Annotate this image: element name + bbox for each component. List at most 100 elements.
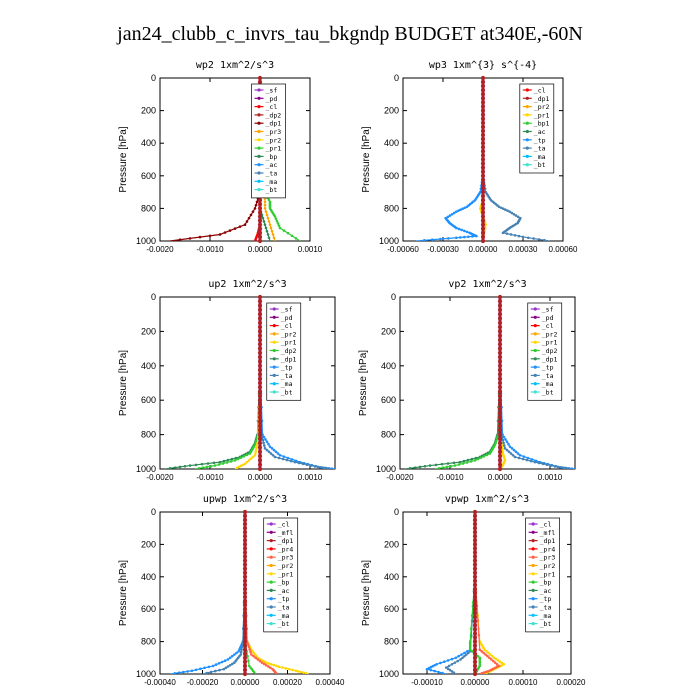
zero-profile-marker (480, 230, 486, 235)
zero-profile-marker (242, 599, 248, 604)
series-marker_pr1 (235, 466, 239, 469)
legend-marker (531, 588, 535, 593)
series-marker_tp (211, 664, 215, 668)
series-marker_pr1 (286, 231, 290, 235)
y-tick-label: 1000 (379, 669, 399, 679)
y-tick-label: 1000 (379, 236, 399, 246)
zero-profile-marker (497, 406, 503, 411)
zero-profile-marker (480, 79, 486, 85)
zero-profile-marker (257, 234, 263, 240)
series-marker_ta (239, 650, 243, 654)
series-marker_tp (437, 670, 440, 674)
legend-marker (257, 179, 261, 183)
series-marker_ta (444, 666, 448, 669)
zero-profile-marker (480, 116, 486, 121)
series-marker_ta (532, 237, 535, 240)
series-marker_ta (505, 232, 509, 235)
series-marker_dp1 (428, 464, 432, 467)
zero-profile-marker (480, 112, 486, 117)
zero-profile-marker (257, 325, 263, 330)
series-marker_pr1 (500, 663, 504, 667)
series-marker_ta (313, 465, 317, 468)
legend-box (525, 517, 560, 633)
legend-label: _tp (542, 364, 554, 372)
series-line_tp (170, 512, 246, 674)
series-marker_pr3 (497, 664, 501, 668)
series-marker_ta (510, 211, 514, 215)
series-marker_dp1 (245, 220, 249, 223)
series-marker_dp2 (494, 441, 498, 445)
y-tick-label: 600 (381, 395, 396, 405)
series-marker_bp (468, 648, 472, 651)
legend-marker (269, 563, 273, 568)
y-tick-label: 1000 (136, 669, 156, 679)
zero-profile-marker (480, 157, 486, 162)
zero-profile-marker (497, 376, 503, 381)
legend-marker (269, 539, 273, 543)
series-marker_dp1 (222, 459, 226, 463)
legend-marker (531, 530, 535, 534)
zero-profile-marker (257, 372, 263, 377)
zero-profile-marker (497, 350, 503, 355)
zero-profile-marker (472, 611, 478, 616)
series-marker_pr1 (492, 656, 496, 660)
series-marker_ta (281, 457, 285, 461)
series-marker_pr1 (275, 219, 279, 223)
x-tick-label: -0.00060 (387, 245, 419, 254)
series-marker_ta (461, 656, 464, 660)
series-marker_tp (465, 230, 469, 234)
zero-profile-marker (257, 206, 263, 211)
x-tick-label: 0.00020 (557, 678, 586, 687)
series-marker_pr3 (267, 220, 271, 223)
zero-profile-marker (497, 329, 503, 334)
series-marker_ta (521, 235, 525, 239)
series-marker_dp1 (178, 238, 182, 241)
zero-profile-marker (257, 368, 263, 373)
zero-profile-marker (242, 566, 248, 571)
legend-label: _dp1 (266, 120, 282, 128)
zero-profile-marker (242, 542, 248, 547)
legend-label: _tp (540, 595, 552, 603)
series-marker_tp (507, 442, 510, 446)
series-marker_tp (510, 447, 514, 450)
legend-label: _bt (281, 389, 293, 397)
series-marker_dp1 (218, 460, 222, 464)
series-marker_ta (507, 450, 511, 454)
series-marker_ta (514, 214, 518, 217)
series-marker_ta (447, 664, 451, 668)
series-marker_pr3 (263, 203, 267, 207)
series-marker_tp (461, 207, 465, 211)
zero-profile-marker (242, 513, 248, 519)
legend-label: _ta (540, 604, 552, 612)
series-marker_tp (459, 236, 462, 239)
series-marker_tp (207, 665, 211, 669)
series-marker_pr1 (500, 661, 504, 665)
series-marker_tp (427, 666, 431, 670)
series-marker_tp (194, 668, 198, 672)
zero-profile-marker (497, 337, 503, 343)
series-marker_dp1 (446, 462, 450, 465)
zero-profile-marker (257, 376, 263, 381)
zero-profile-marker (472, 526, 478, 531)
x-tick-label: 0.00040 (316, 678, 345, 687)
zero-profile-marker (242, 603, 248, 608)
zero-profile-marker (242, 546, 248, 551)
series-marker_ta (446, 667, 450, 671)
series-marker_pr1 (297, 670, 300, 673)
legend-marker (533, 307, 537, 311)
legend-label: _ta (278, 604, 290, 612)
series-marker_ta (263, 447, 267, 450)
zero-profile-marker (480, 214, 486, 219)
series-marker_dp2 (488, 452, 492, 455)
series-marker_pr3 (490, 668, 493, 672)
zero-profile-marker (257, 320, 263, 325)
legend-marker (269, 547, 273, 551)
series-marker_ta (509, 233, 513, 236)
series-marker_dp2 (233, 459, 237, 462)
series-marker_pr3 (254, 656, 257, 660)
zero-profile-marker (480, 210, 486, 215)
legend-marker (272, 373, 276, 377)
series-marker_ta (262, 441, 265, 445)
series-marker_pr3 (480, 672, 484, 674)
zero-profile-marker (472, 647, 478, 652)
